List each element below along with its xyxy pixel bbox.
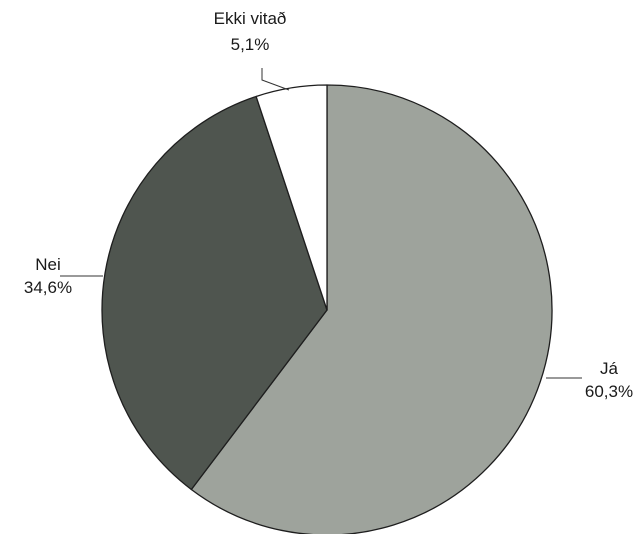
pie-slice-2 [101, 95, 328, 491]
slice-value-label-3: 5,1% [231, 35, 270, 54]
pie-slice-3 [255, 84, 328, 311]
leader-lines [60, 68, 582, 379]
leader-line-3 [261, 68, 290, 91]
slice-value-label-2: 34,6% [24, 278, 72, 297]
slice-label-2: Nei [35, 255, 61, 274]
pie-slice-1 [190, 84, 553, 534]
slice-label-3: Ekki vitað [214, 9, 287, 28]
pie-slices [101, 84, 553, 534]
slice-labels: Já 60,3% Nei 34,6% Ekki vitað 5,1% [24, 9, 633, 401]
slice-value-label-1: 60,3% [585, 382, 633, 401]
slice-label-1: Já [600, 359, 619, 378]
